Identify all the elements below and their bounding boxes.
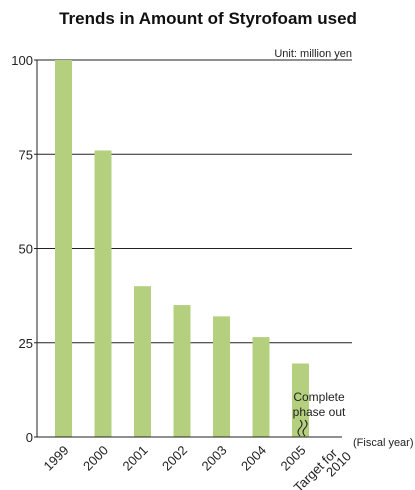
y-tick-label: 75 [19,147,33,162]
y-tick-label: 25 [19,336,33,351]
annotation-line1: Complete [293,390,345,404]
x-tick-label: 2005 [278,443,309,474]
axis-break-mark [297,419,308,437]
x-axis-label: (Fiscal year) [353,437,414,449]
chart-title: Trends in Amount of Styrofoam used [59,9,357,28]
x-tick-label: 2003 [199,443,230,474]
x-tick-label: 1999 [41,443,72,474]
bar-2000 [94,150,112,438]
y-tick-label: 100 [11,53,33,68]
bar-2002 [173,305,191,437]
bar-1999 [55,60,72,437]
bars [55,60,309,438]
bar-2003 [213,316,230,437]
annotation-line2: phase out [293,405,346,419]
y-tick-label: 50 [19,242,33,257]
grid-lines [37,59,352,344]
unit-label: Unit: million yen [274,48,352,60]
x-tick-label: 2004 [238,443,269,474]
x-tick-label: 2001 [120,443,151,474]
x-tick-label: 2000 [80,443,111,474]
x-tick-label: 2002 [159,443,190,474]
bar-2001 [134,286,151,437]
bar-2005 [292,363,309,437]
y-tick-label: 0 [26,430,33,445]
bar-2004 [252,337,270,437]
y-axis-ticks: 0 25 50 75 100 [11,53,37,445]
